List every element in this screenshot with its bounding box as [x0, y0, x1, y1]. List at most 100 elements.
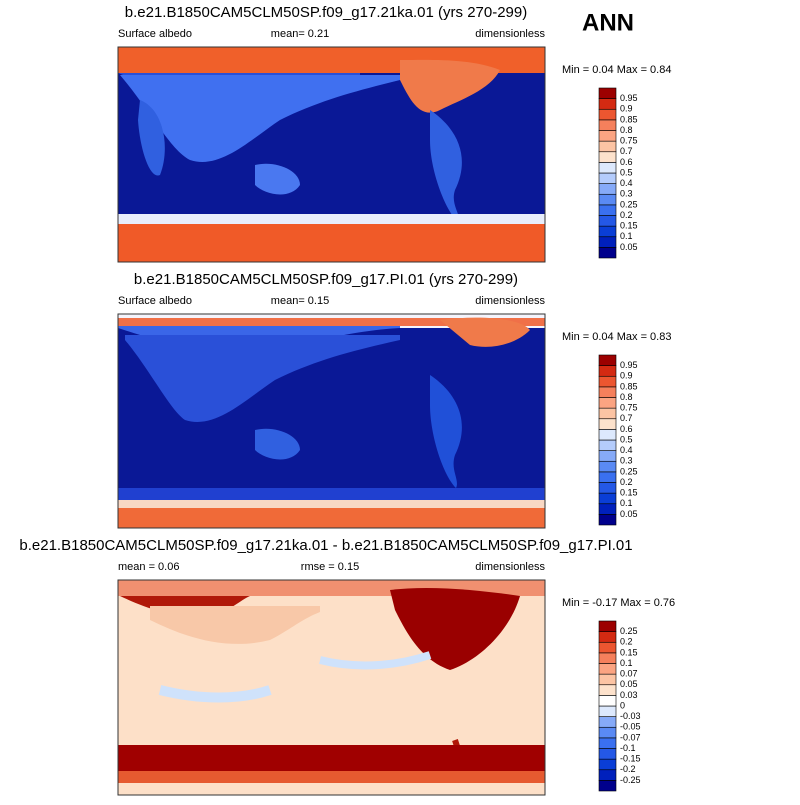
min-max-label: Min = 0.04 Max = 0.83: [562, 331, 671, 343]
colorbar-label: 0.25: [620, 626, 638, 636]
colorbar-label: 0.8: [620, 392, 633, 402]
colorbar-box: [598, 780, 617, 792]
colorbar-label: 0.4: [620, 178, 633, 188]
colorbar-label: 0.5: [620, 167, 633, 177]
colorbar-box: [598, 87, 617, 99]
colorbar-box: [598, 439, 617, 451]
colorbar-box: [598, 225, 617, 238]
colorbar-label: 0.03: [620, 690, 638, 700]
panel-left-label: mean = 0.06: [118, 561, 179, 573]
colorbar-box: [598, 652, 617, 664]
panel-title: b.e21.B1850CAM5CLM50SP.f09_g17.21ka.01 -…: [19, 537, 632, 554]
colorbar-label: 0.25: [620, 466, 638, 476]
map-panel-2: [118, 314, 545, 528]
colorbar-box: [598, 514, 617, 526]
colorbar-box: [598, 492, 617, 505]
colorbar-label: -0.2: [620, 764, 636, 774]
colorbar-box: [598, 172, 617, 184]
colorbar-box: [598, 140, 617, 153]
colorbar-box: [598, 108, 617, 121]
colorbar-box: [598, 631, 617, 643]
colorbar-label: 0.25: [620, 199, 638, 209]
colorbar-label: 0.8: [620, 125, 633, 135]
colorbar-label: -0.03: [620, 711, 641, 721]
colorbar-box: [598, 386, 617, 398]
colorbar-box: [598, 162, 617, 174]
panel-left-label: Surface albedo: [118, 28, 192, 40]
map-panel-3: [118, 580, 545, 795]
colorbar-label: 0.9: [620, 104, 633, 114]
colorbar-label: -0.07: [620, 732, 641, 742]
colorbar-box: [598, 354, 617, 366]
colorbar-label: 0.3: [620, 189, 633, 199]
colorbar-box: [598, 236, 617, 248]
colorbar-box: [598, 397, 617, 409]
colorbar-label: 0.1: [620, 231, 633, 241]
colorbar-label: -0.05: [620, 722, 641, 732]
colorbar-label: 0.85: [620, 381, 638, 391]
colorbar-label: 0.07: [620, 669, 638, 679]
panel-right-label: dimensionless: [475, 561, 545, 573]
colorbar-box: [598, 151, 617, 163]
colorbar-box: [598, 98, 617, 110]
colorbar-label: 0.15: [620, 488, 638, 498]
colorbar-label: 0.7: [620, 413, 633, 423]
colorbar-label: 0.75: [620, 403, 638, 413]
colorbar-box: [598, 247, 617, 259]
colorbar-label: 0.75: [620, 136, 638, 146]
colorbar-label: 0.6: [620, 424, 633, 434]
colorbar-box: [598, 503, 617, 515]
colorbar-box: [598, 375, 617, 388]
colorbar-box: [598, 429, 617, 441]
colorbar-label: 0.95: [620, 360, 638, 370]
colorbar-label: -0.1: [620, 743, 636, 753]
colorbar-box: [598, 705, 617, 717]
colorbar-label: -0.25: [620, 775, 641, 785]
min-max-label: Min = 0.04 Max = 0.84: [562, 64, 671, 76]
colorbar-label: 0.2: [620, 477, 633, 487]
colorbar-box: [598, 663, 617, 675]
colorbar-box: [598, 471, 617, 483]
map-frames: [117, 46, 546, 796]
colorbar-box: [598, 215, 617, 227]
panel-title: b.e21.B1850CAM5CLM50SP.f09_g17.21ka.01 (…: [125, 4, 528, 21]
colorbar-label: 0.15: [620, 221, 638, 231]
colorbar-box: [598, 365, 617, 377]
colorbar-box: [598, 204, 617, 216]
colorbar-box: [598, 641, 617, 654]
panel-center-label: mean= 0.21: [271, 28, 329, 40]
colorbar-label: 0.2: [620, 637, 633, 647]
season-label: ANN: [582, 9, 634, 36]
colorbar-box: [598, 130, 617, 142]
colorbar-box: [598, 460, 617, 473]
panel-center-label: rmse = 0.15: [301, 561, 359, 573]
colorbar-box: [598, 758, 617, 771]
colorbar-box: [598, 407, 617, 420]
colorbar-label: 0.2: [620, 210, 633, 220]
panel-right-label: dimensionless: [475, 28, 545, 40]
colorbar-label: 0.05: [620, 242, 638, 252]
colorbar-box: [598, 119, 617, 131]
colorbar-label: 0.1: [620, 498, 633, 508]
colorbar-box: [598, 684, 617, 696]
panel-left-label: Surface albedo: [118, 295, 192, 307]
colorbar-label: 0.9: [620, 371, 633, 381]
colorbar-box: [598, 193, 617, 206]
colorbar-label: 0.5: [620, 434, 633, 444]
map-panel-1: [118, 47, 545, 262]
colorbar-label: 0.7: [620, 146, 633, 156]
colorbar-label: 0.6: [620, 157, 633, 167]
colorbar-label: 0.05: [620, 679, 638, 689]
colorbar-label: 0.85: [620, 114, 638, 124]
min-max-label: Min = -0.17 Max = 0.76: [562, 597, 675, 609]
colorbar-box: [598, 726, 617, 739]
colorbar-box: [598, 737, 617, 749]
colorbar-box: [598, 695, 617, 707]
colorbar-label: 0.05: [620, 509, 638, 519]
colorbar-label: -0.15: [620, 754, 641, 764]
panel-title: b.e21.B1850CAM5CLM50SP.f09_g17.PI.01 (yr…: [134, 271, 518, 288]
colorbar-label: 0.15: [620, 647, 638, 657]
colorbar-box: [598, 450, 617, 462]
